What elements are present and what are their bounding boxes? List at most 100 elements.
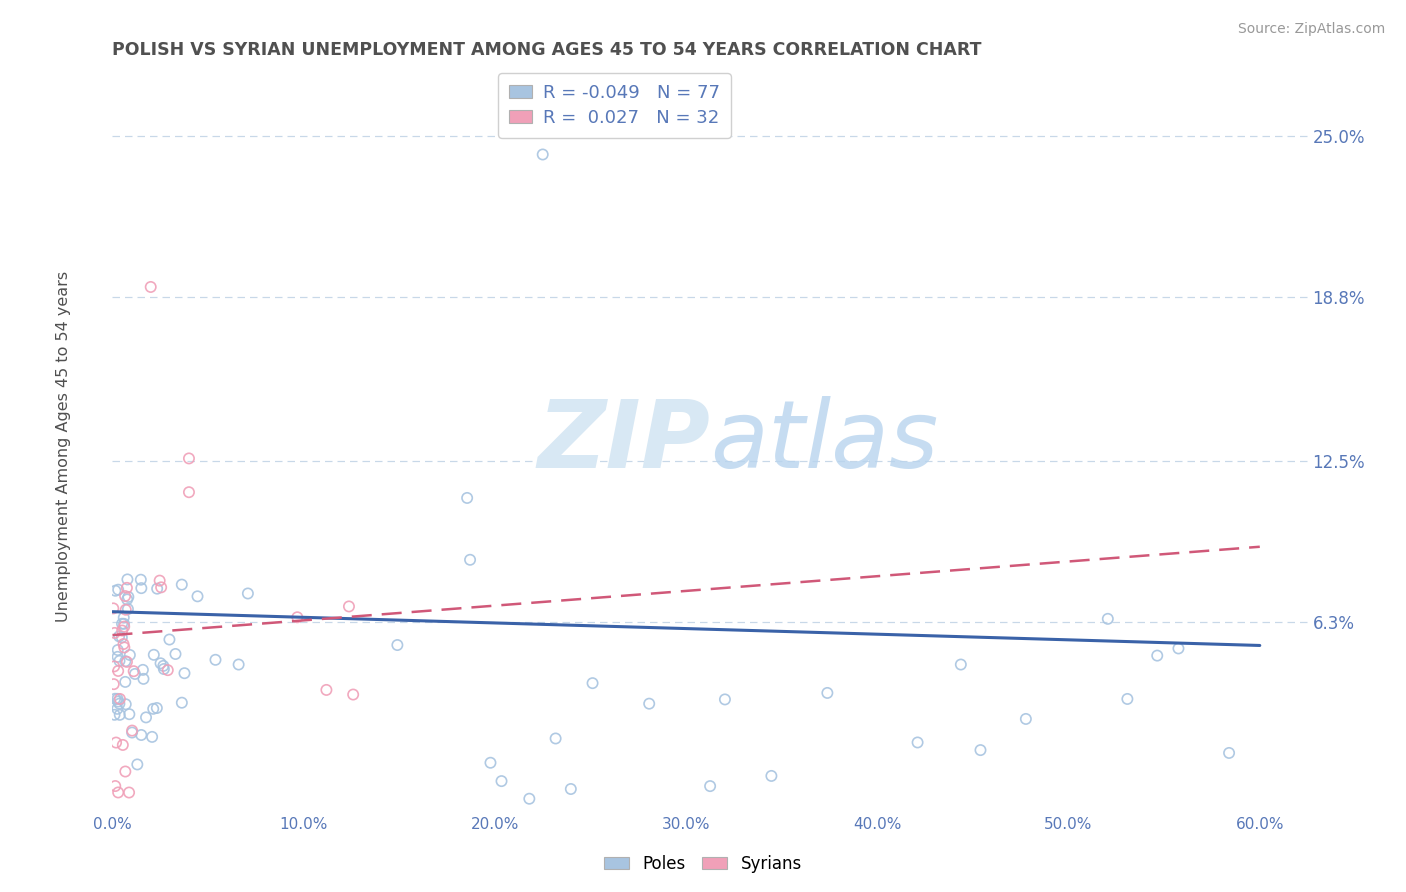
Point [285,610,308,624]
Point [117,573,139,587]
Point [315,682,337,697]
Point [949,657,972,672]
Point [103,601,125,615]
Point [342,688,364,702]
Point [107,649,129,664]
Point [149,657,172,671]
Point [173,666,195,681]
Point [177,485,200,500]
Point [129,728,152,742]
Point [108,629,131,643]
Point [517,791,540,805]
Text: POLISH VS SYRIAN UNEMPLOYMENT AMONG AGES 45 TO 54 YEARS CORRELATION CHART: POLISH VS SYRIAN UNEMPLOYMENT AMONG AGES… [112,41,981,59]
Point [714,692,737,706]
Point [129,573,152,587]
Point [114,654,136,668]
Point [1097,612,1119,626]
Legend: Poles, Syrians: Poles, Syrians [598,848,808,880]
Point [107,643,129,657]
Point [111,616,134,631]
Point [131,581,153,595]
Point [1116,692,1139,706]
Point [115,592,138,607]
Point [121,723,143,738]
Point [170,696,193,710]
Legend: R = -0.049   N = 77, R =  0.027   N = 32: R = -0.049 N = 77, R = 0.027 N = 32 [498,73,731,138]
Point [104,691,127,706]
Point [491,774,513,789]
Point [104,583,127,598]
Point [108,697,131,711]
Point [132,663,155,677]
Point [204,653,226,667]
Point [108,692,131,706]
Point [170,577,193,591]
Point [228,657,250,672]
Point [387,638,409,652]
Point [118,648,141,662]
Point [103,707,125,722]
Point [149,574,172,588]
Point [458,553,481,567]
Point [112,610,135,624]
Point [815,686,838,700]
Point [544,731,567,746]
Point [107,694,129,708]
Point [103,677,125,691]
Point [139,280,162,294]
Point [142,702,165,716]
Point [761,769,783,783]
Point [112,619,135,633]
Point [153,662,176,676]
Point [107,664,129,678]
Point [159,632,181,647]
Point [135,710,157,724]
Point [1015,712,1038,726]
Point [132,672,155,686]
Point [581,676,603,690]
Point [115,581,138,595]
Point [108,654,131,668]
Point [122,664,145,678]
Point [112,640,135,655]
Point [118,707,141,722]
Point [236,586,259,600]
Point [107,691,129,706]
Point [114,674,136,689]
Text: Source: ZipAtlas.com: Source: ZipAtlas.com [1237,22,1385,37]
Point [104,779,127,793]
Point [127,757,149,772]
Point [124,667,146,681]
Point [456,491,478,505]
Point [177,451,200,466]
Point [1167,641,1189,656]
Point [531,147,554,161]
Point [111,738,134,752]
Point [112,616,135,631]
Point [105,702,128,716]
Point [107,785,129,799]
Point [117,602,139,616]
Point [117,590,139,604]
Point [165,647,187,661]
Point [1218,746,1240,760]
Point [337,599,360,614]
Point [186,590,208,604]
Point [142,648,165,662]
Point [103,659,125,673]
Point [156,663,179,677]
Point [105,735,128,749]
Point [699,779,721,793]
Point [115,655,138,669]
Point [112,637,135,651]
Point [107,582,129,597]
Point [114,589,136,603]
Point [108,707,131,722]
Point [118,785,141,799]
Point [560,782,582,797]
Point [969,743,991,757]
Point [111,624,134,638]
Point [121,725,143,739]
Text: atlas: atlas [710,396,938,487]
Point [146,582,169,596]
